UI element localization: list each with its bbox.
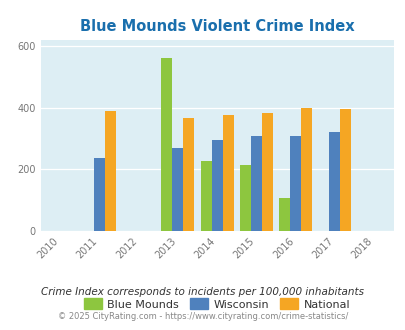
Bar — [172, 148, 183, 231]
Bar — [301, 108, 311, 231]
Bar — [239, 165, 250, 231]
Bar — [161, 58, 172, 231]
Bar — [261, 113, 272, 231]
Bar — [279, 198, 290, 231]
Bar — [200, 161, 211, 231]
Text: © 2025 CityRating.com - https://www.cityrating.com/crime-statistics/: © 2025 CityRating.com - https://www.city… — [58, 312, 347, 321]
Legend: Blue Mounds, Wisconsin, National: Blue Mounds, Wisconsin, National — [79, 294, 354, 314]
Bar — [222, 115, 233, 231]
Title: Blue Mounds Violent Crime Index: Blue Mounds Violent Crime Index — [80, 19, 354, 34]
Bar — [183, 118, 194, 231]
Bar — [328, 132, 340, 231]
Bar — [340, 109, 351, 231]
Bar — [250, 136, 261, 231]
Bar — [211, 140, 222, 231]
Bar — [94, 157, 105, 231]
Text: Crime Index corresponds to incidents per 100,000 inhabitants: Crime Index corresponds to incidents per… — [41, 287, 364, 297]
Bar — [290, 136, 301, 231]
Bar — [105, 111, 116, 231]
